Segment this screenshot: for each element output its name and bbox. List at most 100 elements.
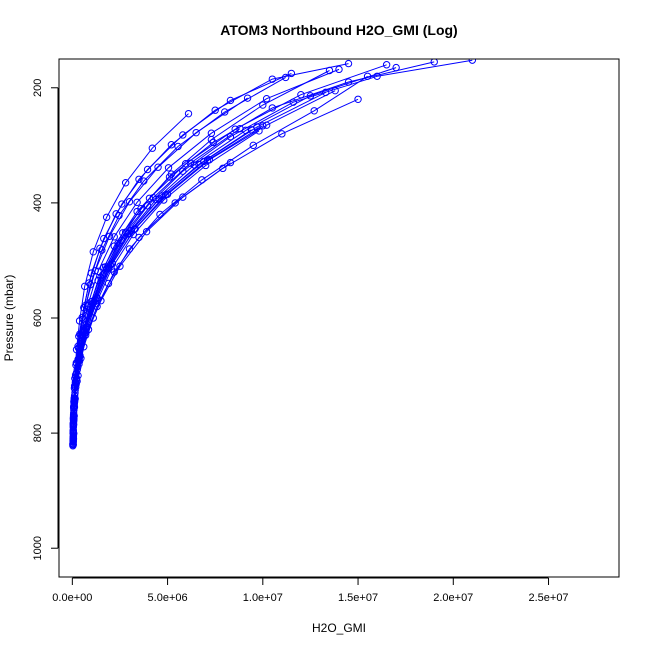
x-tick-label: 5.0e+06 [148, 592, 188, 604]
data-point [171, 199, 179, 207]
x-axis: 0.0e+00 5.0e+06 1.0e+07 1.5e+07 2.0e+07 2.5e+… [52, 577, 569, 604]
data-point [72, 345, 81, 354]
data-point [259, 122, 267, 130]
data-point [354, 95, 362, 103]
plot-frame [58, 58, 620, 578]
data-point [321, 88, 330, 97]
data-point [125, 245, 134, 253]
data-point [161, 191, 170, 199]
data-point [96, 244, 104, 253]
data-point [287, 69, 296, 78]
data-point [278, 130, 286, 138]
series-line [72, 59, 473, 443]
data-point [192, 128, 200, 137]
data-point [148, 144, 157, 152]
data-point [98, 246, 106, 254]
data-point [179, 167, 187, 175]
data-point [125, 198, 134, 206]
y-tick-label: 200 [32, 79, 44, 97]
data-point [335, 65, 343, 74]
data-point [69, 436, 77, 445]
data-point [72, 379, 80, 387]
chart-title: ATOM3 Northbound H2O_GMI (Log) [220, 22, 457, 38]
data-point [179, 193, 187, 201]
y-tick-label: 400 [32, 194, 44, 212]
data-point [468, 59, 477, 64]
series-18 [69, 59, 353, 448]
x-tick-label: 2.0e+07 [433, 592, 473, 604]
data-point [164, 164, 173, 172]
series-16 [69, 69, 296, 445]
data-point [268, 75, 277, 83]
series-6 [69, 59, 438, 448]
data-point [297, 90, 305, 99]
y-tick-label: 600 [32, 309, 44, 327]
data-point [184, 109, 193, 118]
series-9 [69, 59, 477, 447]
data-point [130, 225, 138, 234]
data-point [373, 72, 381, 80]
data-point [100, 234, 108, 243]
data-point [243, 94, 252, 102]
data-point [211, 106, 219, 114]
data-point [186, 159, 195, 167]
data-point [135, 175, 143, 183]
data-point [259, 101, 267, 109]
data-point [125, 229, 133, 238]
data-point [179, 131, 187, 139]
data-point [306, 92, 315, 100]
data-point [430, 59, 438, 66]
series-line [73, 91, 326, 435]
data-point [344, 59, 353, 68]
data-point [133, 198, 141, 207]
data-point [77, 330, 85, 339]
data-point [226, 133, 235, 141]
data-point [249, 141, 257, 150]
data-point [195, 160, 203, 169]
data-point [155, 195, 163, 203]
data-point [118, 200, 126, 208]
data-point [154, 163, 162, 171]
data-point [70, 402, 78, 411]
data-point [221, 108, 229, 116]
data-point [143, 165, 152, 174]
data-point [142, 227, 151, 236]
x-tick-label: 1.5e+07 [338, 592, 378, 604]
data-point [94, 267, 102, 276]
data-point [69, 420, 77, 428]
data-point [116, 262, 124, 270]
data-point [110, 233, 118, 241]
data-point [247, 126, 256, 134]
data-point [165, 173, 174, 181]
x-tick-label: 0.0e+00 [52, 592, 92, 604]
series-1 [69, 72, 372, 449]
data-point [167, 141, 176, 149]
data-point [112, 210, 120, 218]
series-20 [69, 65, 343, 445]
data-point [207, 129, 216, 137]
data-point [73, 359, 81, 368]
series-line [73, 90, 336, 434]
y-axis-label: Pressure (mbar) [2, 275, 16, 362]
data-point [78, 313, 86, 322]
data-point [310, 107, 318, 115]
data-point [89, 248, 97, 256]
data-point [262, 95, 271, 103]
x-axis-label: H2O_GMI [312, 621, 366, 635]
data-point [219, 164, 227, 173]
data-point [90, 298, 98, 307]
data-point [382, 61, 391, 69]
data-point [69, 440, 77, 448]
data-point [121, 179, 130, 187]
x-tick-label: 1.0e+07 [243, 592, 283, 604]
data-point [85, 279, 93, 287]
data-point [102, 213, 111, 221]
data-point [83, 302, 92, 310]
data-point [71, 382, 79, 391]
data-point [392, 63, 400, 72]
data-point [226, 158, 235, 167]
data-point [104, 264, 112, 272]
y-tick-label: 800 [32, 424, 44, 442]
series-layer [69, 59, 477, 450]
